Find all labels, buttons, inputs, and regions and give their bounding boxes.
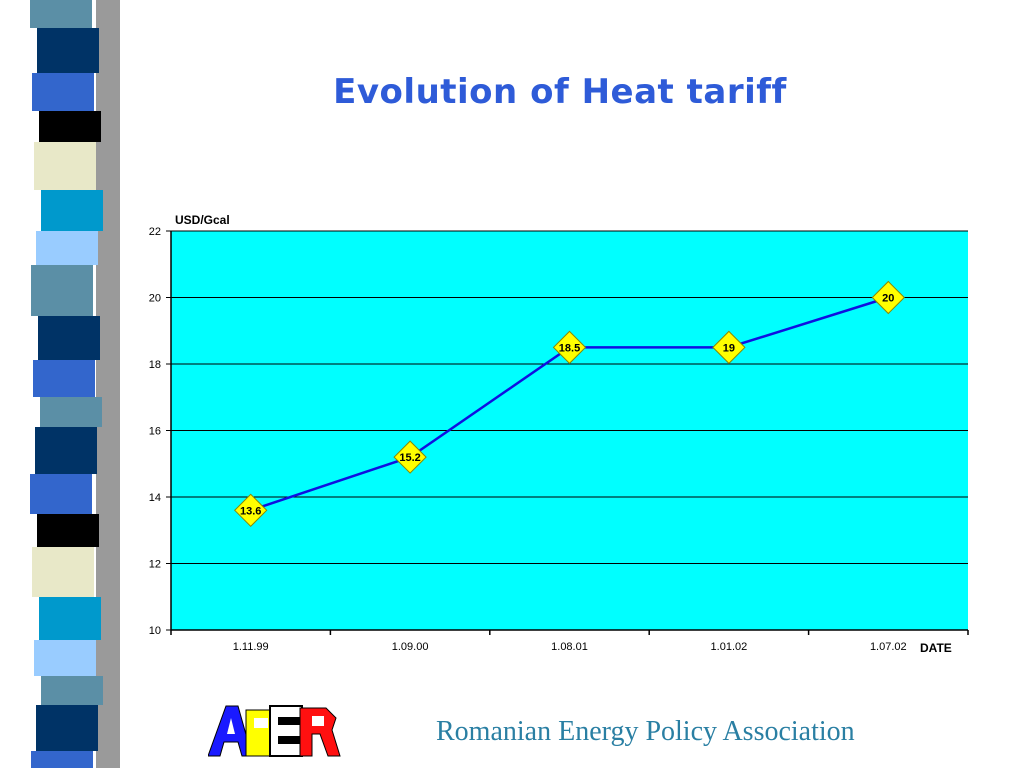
slide-title: Evolution of Heat tariff [333,72,787,112]
x-tick-label: 1.09.00 [392,641,429,653]
line-chart: 10 12 14 16 18 20 22 1.11.99 1.09.00 1.08.01 1.01.… [149,213,969,655]
data-label: 15.2 [399,452,420,464]
decorative-side-strip [30,0,120,768]
y-axis-label: USD/Gcal [175,213,230,227]
y-tick-label: 22 [149,226,161,238]
aper-logo [208,705,341,757]
y-tick-label: 16 [149,426,161,438]
data-label: 18.5 [559,342,580,354]
data-point-marker [552,330,587,365]
y-tick-label: 20 [149,293,161,305]
data-point-marker [393,440,427,474]
footer-organization-name: Romanian Energy Policy Association [436,716,855,747]
y-tick-label: 18 [149,359,161,371]
y-tick-label: 12 [149,559,161,571]
data-point-marker [233,493,268,528]
x-tick-label: 1.11.99 [233,641,269,653]
x-tick-label: 1.01.02 [711,641,748,653]
x-tick-label: 1.08.01 [551,641,588,653]
data-label: 19 [723,342,735,354]
x-tick-label: 1.07.02 [870,641,907,653]
data-label: 20 [882,293,894,305]
y-tick-label: 14 [149,492,161,504]
data-point-marker [871,280,906,315]
x-axis-label: DATE [920,641,952,655]
data-label: 13.6 [240,505,261,517]
data-point-marker [712,330,746,365]
y-tick-label: 10 [149,625,161,637]
